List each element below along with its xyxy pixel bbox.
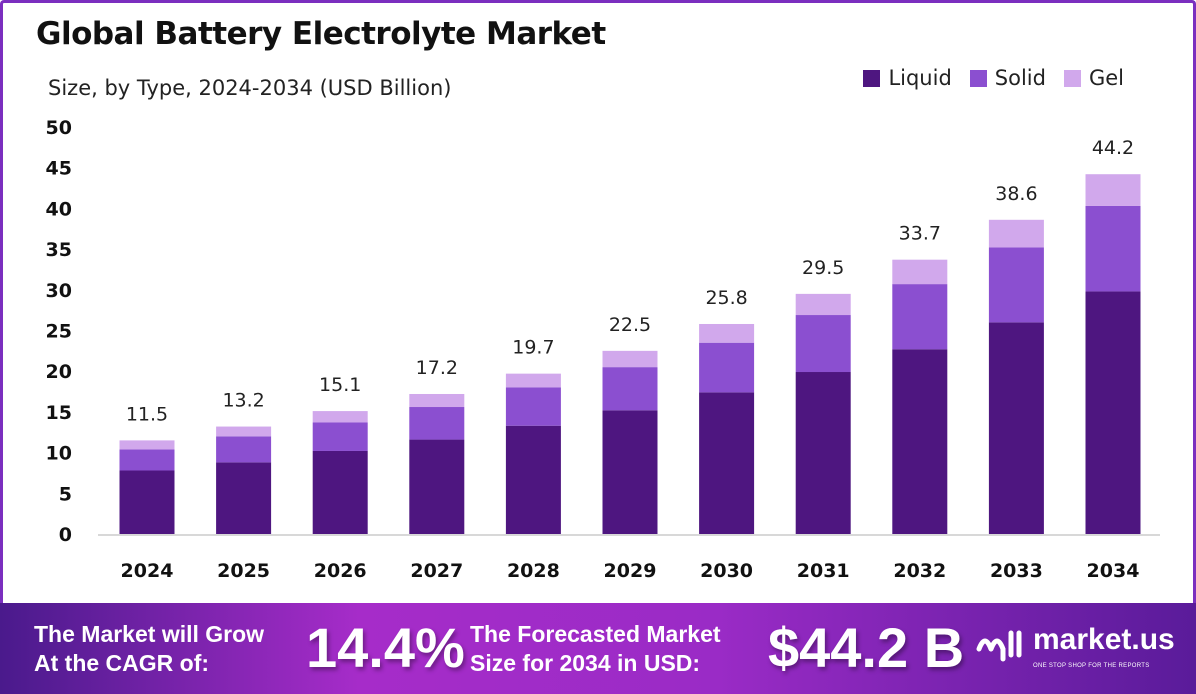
chart-subtitle: Size, by Type, 2024-2034 (USD Billion) [48, 76, 452, 100]
logo-icon [976, 630, 1022, 662]
y-tick-label: 10 [46, 443, 72, 465]
x-tick-label: 2029 [604, 560, 657, 582]
y-tick-label: 35 [46, 239, 72, 261]
x-tick-label: 2031 [797, 560, 850, 582]
bar-segment-liquid-2033 [988, 322, 1044, 534]
bar-segment-gel-2031 [795, 293, 851, 316]
legend-label: Liquid [888, 66, 952, 90]
y-tick-label: 0 [59, 524, 72, 546]
bar-segment-solid-2026 [312, 422, 368, 451]
bar-segment-solid-2032 [892, 284, 948, 350]
bar-segment-gel-2029 [602, 350, 658, 368]
total-label: 33.7 [899, 223, 941, 245]
x-tick-label: 2033 [990, 560, 1043, 582]
x-tick-label: 2028 [507, 560, 560, 582]
logo-tagline: ONE STOP SHOP FOR THE REPORTS [1033, 662, 1150, 669]
forecast-label-line: The Forecasted Market [470, 621, 721, 647]
total-label: 17.2 [416, 357, 458, 379]
chart-frame [0, 0, 1196, 604]
market-us-logo: market.us ONE STOP SHOP FOR THE REPORTS [975, 621, 1175, 670]
total-label: 15.1 [319, 374, 361, 396]
bar-segment-liquid-2025 [216, 462, 272, 534]
bar-segment-gel-2027 [409, 393, 465, 408]
bar-segment-liquid-2027 [409, 439, 465, 534]
y-tick-label: 5 [59, 483, 72, 505]
bar-segment-liquid-2029 [602, 410, 658, 534]
x-tick-label: 2032 [893, 560, 946, 582]
legend-swatch [863, 69, 881, 87]
cagr-value: 14.4% [306, 616, 465, 679]
bar-segment-solid-2027 [409, 407, 465, 440]
cagr-label-line: The Market will Grow [34, 621, 265, 647]
bar-segment-gel-2025 [216, 426, 272, 437]
bar-segment-liquid-2028 [505, 425, 561, 534]
y-tick-label: 25 [46, 321, 72, 343]
total-label: 25.8 [705, 287, 747, 309]
bar-segment-solid-2030 [699, 342, 755, 393]
bar-segment-gel-2030 [699, 323, 755, 343]
total-label: 22.5 [609, 314, 651, 336]
bar-segment-liquid-2032 [892, 349, 948, 534]
bar-segment-liquid-2026 [312, 450, 368, 534]
forecast-value: $44.2 B [768, 616, 965, 679]
total-label: 29.5 [802, 257, 844, 279]
bar-segment-liquid-2031 [795, 372, 851, 534]
forecast-label-line: Size for 2034 in USD: [470, 650, 701, 676]
cagr-label: The Market will Grow At the CAGR of: [34, 620, 264, 678]
bar-segment-liquid-2024 [119, 470, 175, 534]
y-tick-label: 30 [46, 280, 72, 302]
bar-segment-solid-2029 [602, 367, 658, 411]
bar-segment-gel-2033 [988, 219, 1044, 248]
bar-segment-solid-2031 [795, 315, 851, 373]
bar-chart: 0510152025303540455011.5202413.2202515.1… [46, 117, 1160, 582]
bar-segment-gel-2026 [312, 411, 368, 423]
bar-segment-gel-2034 [1085, 174, 1141, 206]
legend-swatch [969, 69, 987, 87]
y-tick-label: 45 [46, 158, 72, 180]
y-tick-label: 15 [46, 402, 72, 424]
legend-label: Gel [1088, 66, 1124, 90]
legend-label: Solid [994, 66, 1046, 90]
logo-wordmark: market.us ONE STOP SHOP FOR THE REPORTS [1033, 621, 1175, 670]
y-tick-label: 50 [46, 117, 72, 139]
cagr-label-line: At the CAGR of: [34, 650, 210, 676]
bar-segment-solid-2024 [119, 449, 175, 471]
logo-text: market.us [1033, 623, 1175, 656]
bar-segment-gel-2032 [892, 259, 948, 285]
forecast-label: The Forecasted Market Size for 2034 in US… [470, 620, 721, 678]
total-label: 13.2 [222, 390, 264, 412]
legend-item-solid: Solid [969, 66, 1046, 90]
total-label: 19.7 [512, 337, 554, 359]
x-tick-label: 2027 [410, 560, 463, 582]
legend-swatch [1063, 69, 1081, 87]
chart-title: Global Battery Electrolyte Market [36, 16, 606, 52]
bar-segment-solid-2025 [216, 436, 272, 463]
x-tick-label: 2024 [121, 560, 174, 582]
bar-segment-solid-2033 [988, 247, 1044, 323]
y-tick-label: 20 [46, 361, 72, 383]
legend-item-gel: Gel [1063, 66, 1124, 90]
summary-banner: The Market will Grow At the CAGR of: 14.4… [0, 603, 1196, 694]
bar-segment-gel-2024 [119, 440, 175, 450]
x-tick-label: 2034 [1087, 560, 1140, 582]
bar-segment-gel-2028 [505, 373, 561, 388]
legend-item-liquid: Liquid [863, 66, 952, 90]
bar-segment-solid-2034 [1085, 205, 1141, 292]
y-tick-label: 40 [46, 198, 72, 220]
bar-segment-liquid-2030 [699, 392, 755, 534]
total-label: 11.5 [126, 403, 168, 425]
bar-segment-liquid-2034 [1085, 291, 1141, 534]
bar-segment-solid-2028 [505, 387, 561, 426]
x-tick-label: 2030 [700, 560, 753, 582]
x-tick-label: 2025 [217, 560, 270, 582]
total-label: 38.6 [995, 183, 1037, 205]
legend: Liquid Solid Gel [863, 66, 1124, 90]
x-tick-label: 2026 [314, 560, 367, 582]
total-label: 44.2 [1092, 137, 1134, 159]
